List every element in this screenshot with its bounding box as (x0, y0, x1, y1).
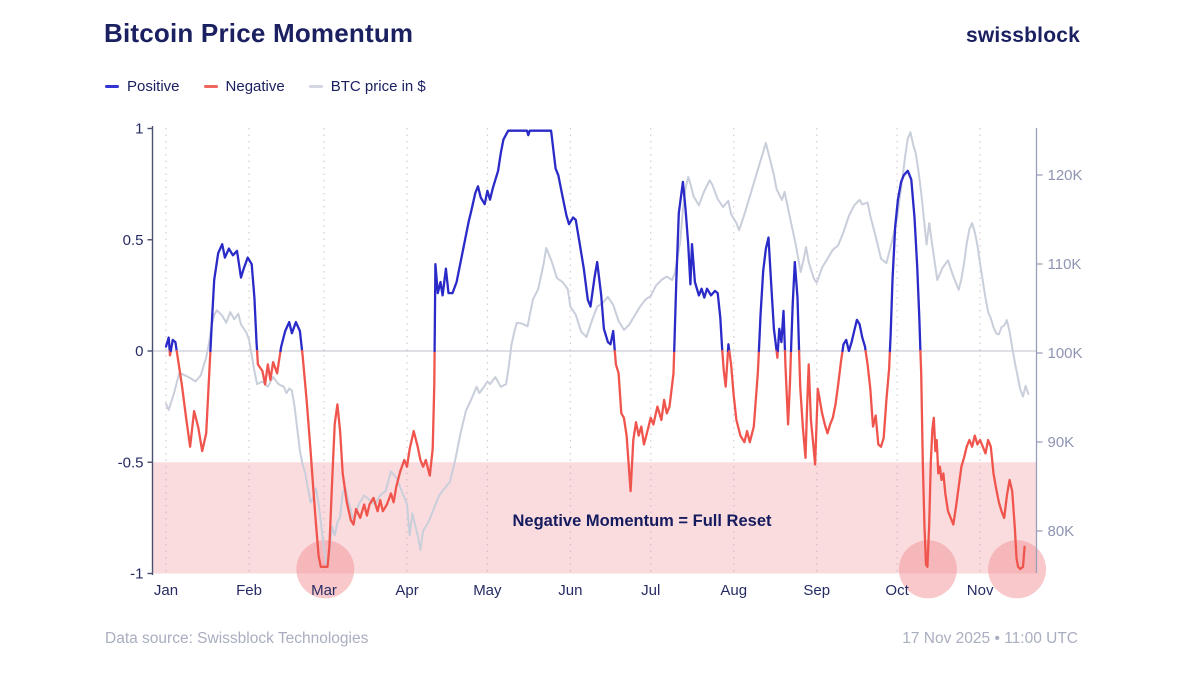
momentum-line-positive (789, 260, 801, 353)
x-axis-month-label: Jun (558, 582, 582, 599)
left-axis-label: -1 (130, 566, 143, 583)
legend-item-negative: Negative (203, 78, 285, 95)
legend-item-btc-price-in-: BTC price in $ (308, 78, 426, 95)
momentum-line-negative (613, 349, 676, 493)
legend-swatch-icon (308, 85, 323, 88)
momentum-line-negative (775, 349, 779, 359)
right-axis-label: 100K (1048, 345, 1083, 362)
momentum-line-positive (841, 318, 867, 353)
legend-item-positive: Positive (105, 78, 180, 95)
momentum-line-negative (728, 349, 761, 444)
x-axis-month-label: Feb (236, 582, 262, 599)
momentum-line-negative (300, 349, 436, 568)
x-axis-month-label: May (473, 582, 502, 599)
chart-legend: Positive Negative BTC price in $ (105, 78, 426, 95)
momentum-line-negative (919, 349, 1026, 571)
x-axis-month-label: Nov (967, 582, 994, 599)
left-axis-label: 0 (135, 343, 143, 360)
left-axis-label: 1 (135, 121, 143, 138)
momentum-line-negative (864, 349, 892, 448)
negative-band (152, 462, 1037, 574)
momentum-line-negative (797, 349, 844, 466)
timestamp-label: 17 Nov 2025 • 11:00 UTC (902, 630, 1078, 647)
momentum-line-negative (168, 349, 172, 357)
legend-label: Positive (127, 78, 180, 95)
right-axis-label: 120K (1048, 167, 1083, 184)
momentum-line-negative (721, 349, 730, 388)
momentum-line-positive (169, 338, 178, 353)
x-axis-month-label: Mar (311, 582, 337, 599)
momentum-line-negative (783, 349, 793, 426)
full-reset-highlight (296, 540, 355, 599)
legend-label: BTC price in $ (330, 78, 426, 95)
momentum-line-positive (757, 236, 778, 353)
legend-swatch-icon (105, 85, 119, 88)
x-axis-month-label: Jul (641, 582, 660, 599)
momentum-line-positive (776, 309, 787, 353)
legend-label: Negative (225, 78, 285, 95)
data-source-label: Data source: Swissblock Technologies (105, 630, 369, 647)
momentum-line-positive (673, 180, 724, 353)
right-axis-label: 90K (1048, 434, 1075, 451)
page-title: Bitcoin Price Momentum (104, 18, 414, 48)
left-axis-label: 0.5 (123, 232, 144, 249)
x-axis-month-label: Apr (395, 582, 418, 599)
full-reset-highlight (988, 540, 1047, 599)
x-axis-month-label: Jan (154, 582, 178, 599)
brand-logo: swissblock (965, 24, 1080, 47)
momentum-line-positive (888, 169, 922, 353)
momentum-line-positive (164, 336, 171, 353)
right-axis-label: 80K (1048, 523, 1075, 540)
legend-swatch-icon (203, 85, 218, 88)
chart-annotation: Negative Momentum = Full Reset (512, 512, 772, 530)
momentum-line-positive (209, 243, 259, 353)
momentum-line-negative (175, 349, 212, 453)
right-axis-label: 110K (1048, 256, 1082, 273)
full-reset-highlight (898, 540, 957, 599)
momentum-line-positive (279, 320, 304, 353)
momentum-line-positive (433, 129, 616, 353)
momentum-line-positive (726, 343, 731, 353)
btc-price-line (165, 131, 1030, 568)
x-axis-month-label: Sep (803, 582, 830, 599)
x-axis-month-label: Oct (885, 582, 909, 599)
left-axis-label: -0.5 (118, 454, 144, 471)
momentum-line-negative (255, 349, 282, 386)
x-axis-month-label: Aug (720, 582, 747, 599)
